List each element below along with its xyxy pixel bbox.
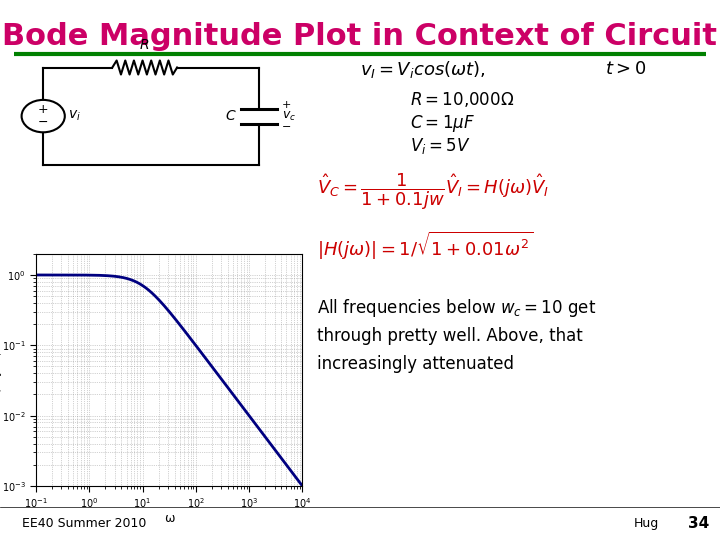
Text: −: −: [282, 122, 291, 132]
Text: −: −: [38, 116, 48, 129]
Text: $V_i = 5V$: $V_i = 5V$: [410, 136, 471, 157]
Text: C: C: [225, 109, 235, 123]
Text: Hug: Hug: [634, 517, 659, 530]
Text: increasingly attenuated: increasingly attenuated: [317, 355, 514, 373]
Text: EE40 Summer 2010: EE40 Summer 2010: [22, 517, 146, 530]
Text: +: +: [38, 103, 48, 116]
Text: $C = 1\mu F$: $C = 1\mu F$: [410, 113, 475, 133]
Text: $R = 10{,}000\Omega$: $R = 10{,}000\Omega$: [410, 90, 515, 110]
Text: $v_c$: $v_c$: [282, 110, 296, 123]
Text: $t > 0$: $t > 0$: [605, 60, 646, 78]
Text: $v_I = V_i cos(\omega t),$: $v_I = V_i cos(\omega t),$: [360, 59, 486, 79]
Text: $\hat{V}_C = \dfrac{1}{1+0.1jw}\hat{V}_I = H(j\omega)\hat{V}_I$: $\hat{V}_C = \dfrac{1}{1+0.1jw}\hat{V}_I…: [317, 171, 549, 212]
Text: through pretty well. Above, that: through pretty well. Above, that: [317, 327, 582, 345]
Text: R: R: [140, 38, 150, 52]
Text: 34: 34: [688, 516, 709, 531]
X-axis label: ω: ω: [164, 511, 174, 524]
Text: Bode Magnitude Plot in Context of Circuit: Bode Magnitude Plot in Context of Circui…: [2, 22, 718, 51]
Text: $|H(j\omega)| = 1/\sqrt{1+0.01\omega^2}$: $|H(j\omega)| = 1/\sqrt{1+0.01\omega^2}$: [317, 230, 533, 262]
Text: +: +: [282, 100, 291, 110]
Text: $v_i$: $v_i$: [68, 109, 81, 123]
Text: All frequencies below $w_c = 10$ get: All frequencies below $w_c = 10$ get: [317, 297, 596, 319]
